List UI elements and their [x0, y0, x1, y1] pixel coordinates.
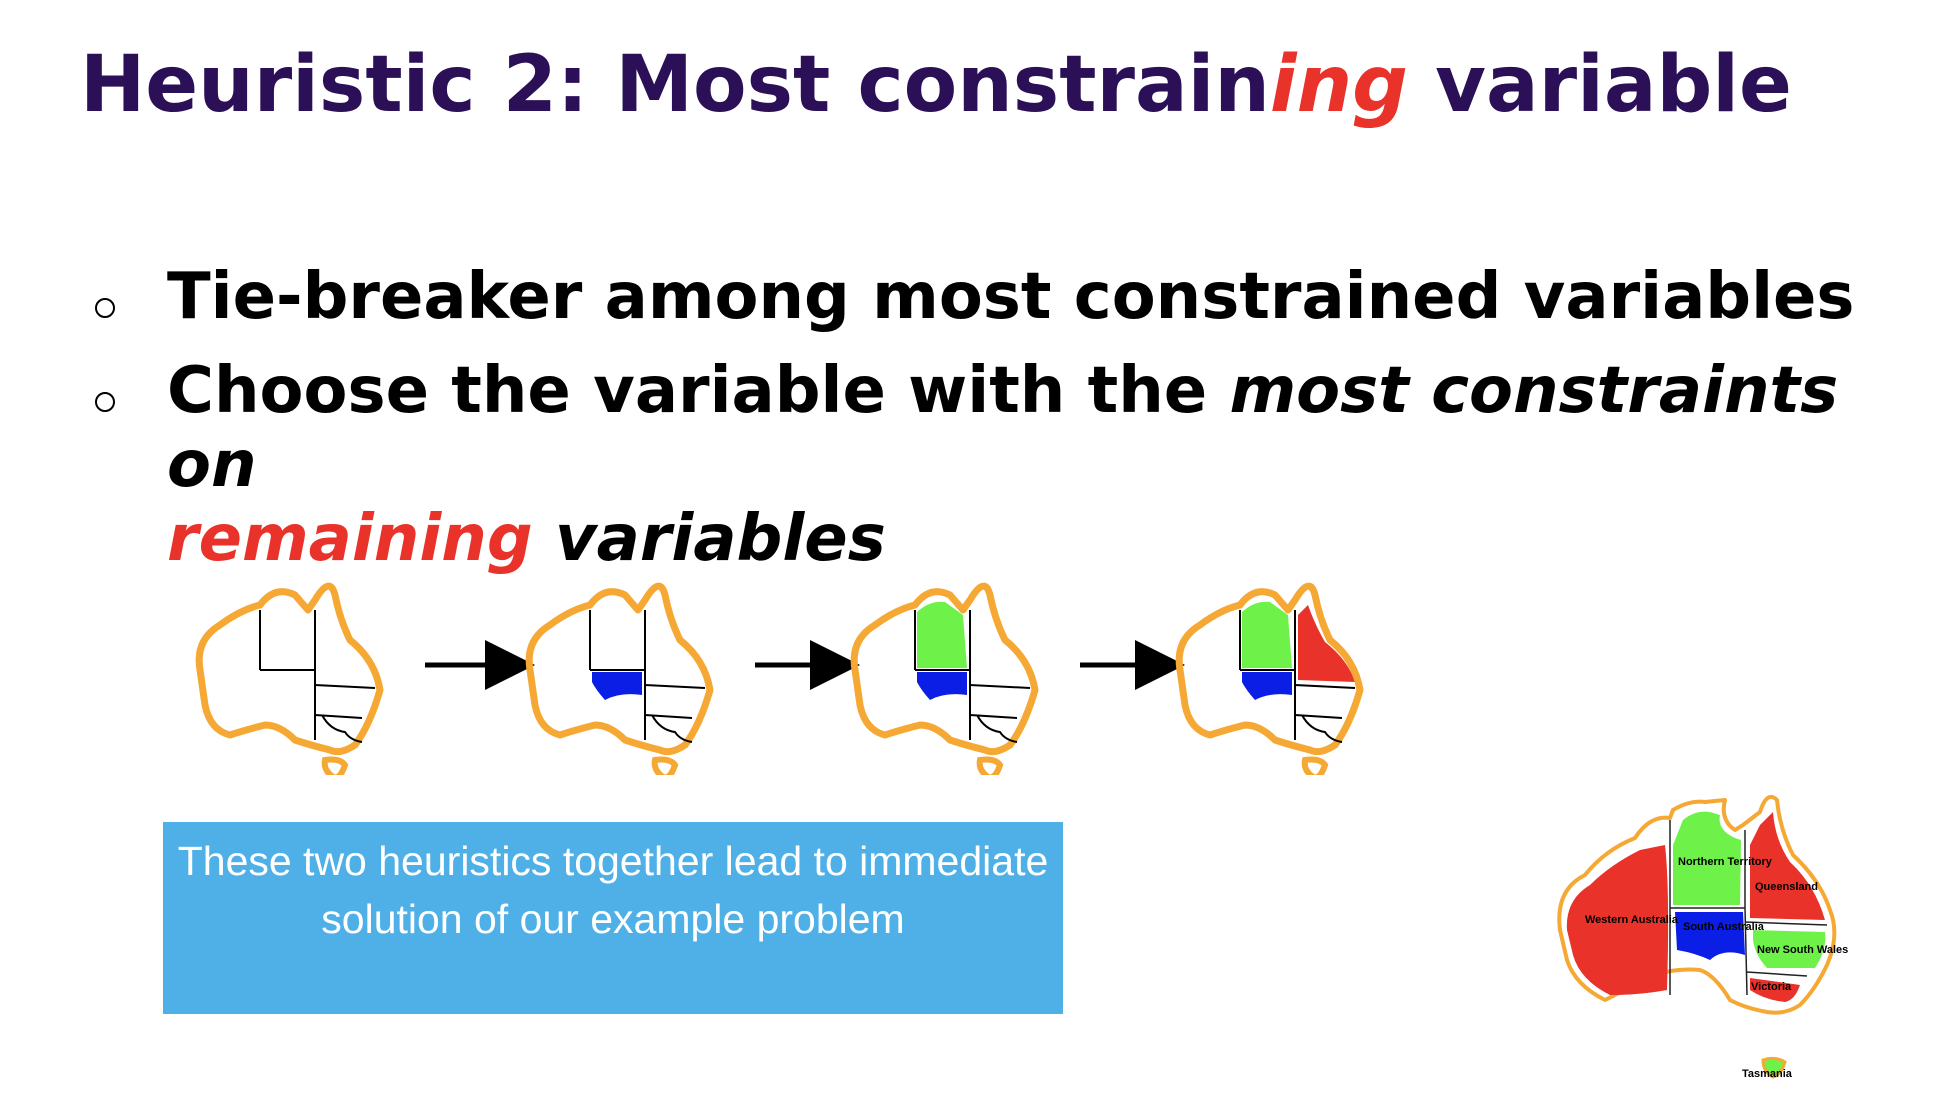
map-step-3: [854, 586, 1035, 775]
sa-region-blue: [1242, 672, 1292, 700]
label-wa: Western Australia: [1585, 914, 1679, 926]
label-nt: Northern Territory: [1678, 856, 1773, 868]
state-borders: [1669, 820, 1828, 996]
bullet-circle-icon: [95, 298, 115, 318]
map-step-4: [1179, 586, 1360, 775]
map-sequence: [190, 565, 1420, 775]
bullet-list: Tie-breaker among most constrained varia…: [95, 260, 1895, 596]
bullet-text-accent: remaining: [167, 502, 533, 576]
sa-region-blue: [917, 672, 967, 700]
map-step-2: [529, 586, 710, 775]
bullet-item: Choose the variable with the most constr…: [95, 354, 1895, 576]
label-sa: South Australia: [1683, 921, 1765, 933]
bullet-circle-icon: [95, 392, 115, 412]
bullet-text-plain: Choose the variable with the: [167, 354, 1230, 428]
title-part1: Heuristic 2: Most constrain: [80, 40, 1270, 130]
bullet-text: Tie-breaker among most constrained varia…: [167, 260, 1855, 334]
nsw-region: [1753, 930, 1826, 968]
label-q: Queensland: [1755, 881, 1818, 893]
t-region: [1761, 1056, 1787, 1079]
nt-region: [1673, 811, 1741, 905]
title-accent: ing: [1269, 40, 1408, 130]
sa-region-blue: [592, 672, 642, 700]
callout-box: These two heuristics together lead to im…: [163, 822, 1063, 1014]
map-outline: [1557, 795, 1837, 1015]
label-t: Tasmania: [1742, 1068, 1793, 1080]
bullet-item: Tie-breaker among most constrained varia…: [95, 260, 1895, 334]
sa-region: [1675, 912, 1745, 960]
nt-region-green: [917, 601, 967, 668]
wa-region: [1566, 845, 1669, 995]
bullet-text-italic: most constraints on: [167, 354, 1839, 502]
q-region: [1750, 812, 1825, 920]
map-step-1: [199, 586, 380, 775]
nt-region-green: [1242, 601, 1292, 668]
label-v: Victoria: [1751, 981, 1792, 993]
bullet-text: Choose the variable with the most constr…: [167, 354, 1895, 576]
australia-colored-map: Western Australia Northern Territory Que…: [1557, 795, 1848, 1080]
label-nsw: New South Wales: [1757, 944, 1848, 956]
q-region-red: [1298, 605, 1355, 682]
title-part2: variable: [1408, 40, 1792, 130]
bullet-text-tail: variables: [532, 502, 886, 576]
slide-title: Heuristic 2: Most constraining variable: [80, 40, 1792, 130]
v-region: [1750, 978, 1800, 1002]
